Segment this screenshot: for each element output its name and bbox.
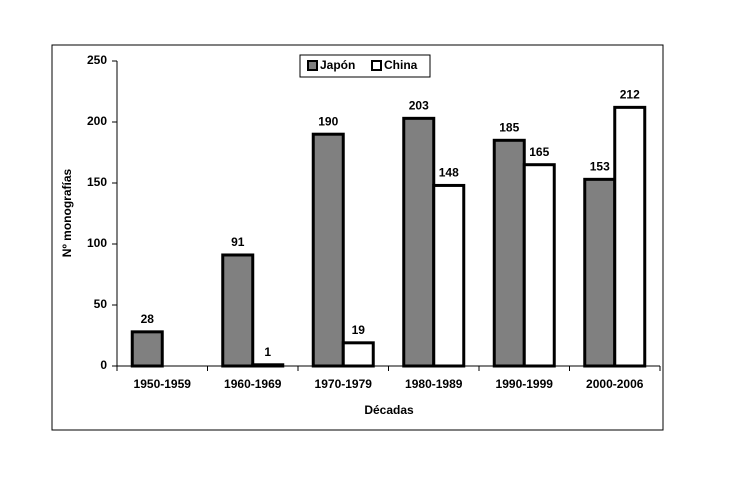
- legend-swatch: [371, 60, 382, 71]
- x-tick-label: 1950-1959: [134, 377, 192, 391]
- y-tick-label: 50: [94, 297, 108, 311]
- bar: [251, 363, 285, 368]
- value-label: 28: [141, 312, 155, 326]
- value-label: 1: [264, 345, 271, 359]
- bar: [221, 253, 255, 368]
- x-axis-label: Décadas: [364, 403, 414, 417]
- value-label: 185: [499, 120, 519, 134]
- chart-frame: [51, 44, 664, 431]
- value-label: 91: [231, 235, 245, 249]
- value-label: 148: [439, 166, 459, 180]
- bar: [341, 341, 375, 368]
- value-label: 19: [352, 323, 366, 337]
- value-label: 212: [620, 88, 640, 102]
- bar: [311, 132, 345, 368]
- legend-box: [299, 54, 431, 78]
- y-tick-label: 150: [87, 175, 107, 189]
- legend-label: Japón: [320, 58, 355, 72]
- x-tick-label: 1990-1999: [496, 377, 554, 391]
- x-tick-label: 1970-1979: [315, 377, 373, 391]
- value-label: 190: [318, 114, 338, 128]
- y-tick-label: 0: [100, 358, 107, 372]
- bar: [613, 105, 647, 368]
- bar: [130, 330, 164, 368]
- x-tick-label: 1980-1989: [405, 377, 463, 391]
- value-label: 153: [590, 160, 610, 174]
- bar: [492, 138, 526, 368]
- value-label: 165: [529, 145, 549, 159]
- y-tick-label: 100: [87, 236, 107, 250]
- y-axis-label: Nº monografías: [60, 168, 74, 257]
- bar: [432, 183, 466, 368]
- bar: [583, 177, 617, 368]
- legend-swatch: [307, 60, 318, 71]
- y-tick-label: 200: [87, 114, 107, 128]
- bar: [522, 163, 556, 368]
- y-tick-label: 250: [87, 53, 107, 67]
- bar: [402, 116, 436, 368]
- x-tick-label: 2000-2006: [586, 377, 644, 391]
- value-label: 203: [409, 99, 429, 113]
- x-tick-label: 1960-1969: [224, 377, 282, 391]
- legend-label: China: [384, 58, 418, 72]
